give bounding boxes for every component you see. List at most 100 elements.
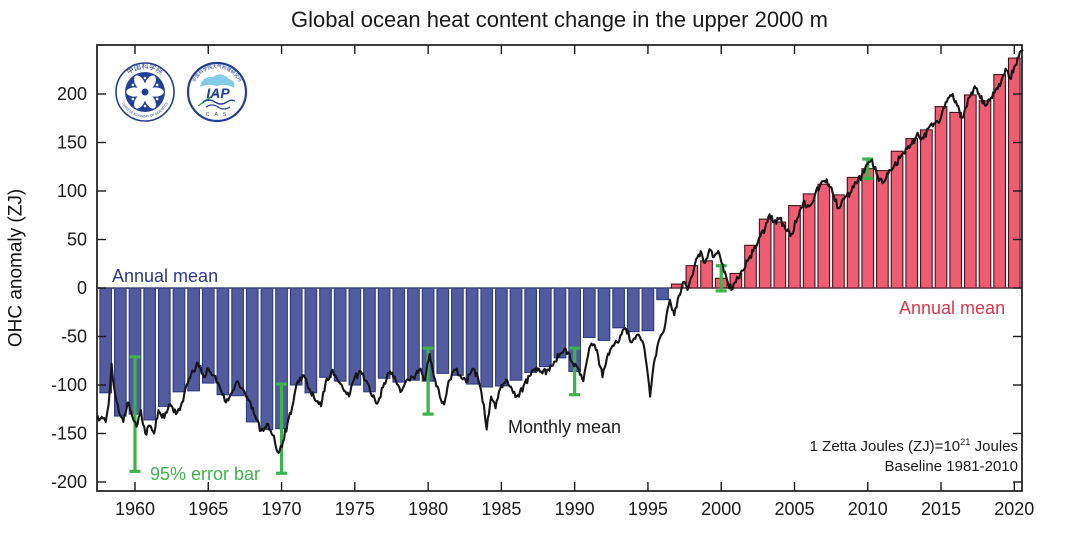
iap-main-text: IAP <box>206 85 230 101</box>
annual-mean-bar-2005 <box>788 205 801 289</box>
annual-mean-bar-2011 <box>876 170 889 289</box>
unit-note-exponent: 21 <box>960 437 971 447</box>
x-tick-label: 1985 <box>481 499 521 519</box>
annual-mean-bar-2009 <box>846 176 860 289</box>
error-bar-1990 <box>569 346 581 397</box>
annual-mean-bar-2020 <box>1007 57 1021 289</box>
x-tick-label: 2000 <box>701 499 741 519</box>
annual-mean-bar-1968 <box>245 287 259 423</box>
annual-mean-bar-1972 <box>304 287 318 394</box>
error-bar-2000 <box>715 264 727 293</box>
annual-mean-bar-1997 <box>670 283 684 289</box>
x-tick-label: 1970 <box>262 499 302 519</box>
cas-flower-petal <box>144 75 156 91</box>
iap-sub-text: C A S <box>206 112 229 118</box>
annual-mean-bar-1965 <box>201 287 215 384</box>
annual-mean-bar-1985 <box>495 287 508 387</box>
annual-mean-bar-1966 <box>216 287 230 396</box>
annual-mean-bar-2017 <box>963 94 977 289</box>
unit-note-base: 1 Zetta Joules (ZJ)=10 <box>809 438 961 455</box>
annual-mean-bar-2013 <box>905 138 919 289</box>
annual-mean-bar-1975 <box>348 287 362 386</box>
annual-mean-bar-1977 <box>377 287 391 379</box>
annual-mean-bar-2010 <box>861 168 875 289</box>
x-tick-label: 1990 <box>555 499 595 519</box>
error-bar-label: 95% error bar <box>150 464 261 484</box>
annual-mean-bar-1961 <box>143 287 157 421</box>
y-tick-label: 150 <box>57 133 87 153</box>
plot-border <box>96 44 1023 492</box>
cas-flower-petal <box>147 87 164 97</box>
error-bar-1970 <box>276 382 288 475</box>
y-tick-label: -100 <box>51 375 87 395</box>
x-tick-label: 2020 <box>994 499 1034 519</box>
x-tick-label: 2010 <box>848 499 888 519</box>
cas-flower-dot <box>143 76 147 80</box>
annual-mean-bar-1995 <box>641 287 655 332</box>
annual-mean-bar-2018 <box>978 100 992 289</box>
annual-mean-label-blue: Annual mean <box>112 266 219 286</box>
cas-flower-petal <box>144 93 156 109</box>
annual-mean-bar-1963 <box>172 287 186 393</box>
annual-mean-bar-1986 <box>509 287 523 381</box>
x-tick-label: 1995 <box>628 499 668 519</box>
annual-mean-bar-1973 <box>319 287 332 378</box>
annual-mean-bar-1984 <box>480 287 494 388</box>
y-tick-label: 100 <box>57 181 87 201</box>
annual-mean-bar-2002 <box>744 244 757 289</box>
annual-mean-bar-2006 <box>802 193 816 289</box>
error-bar-1960 <box>129 355 141 473</box>
annual-mean-bar-2019 <box>993 74 1006 289</box>
iap-wave-line-1 <box>202 99 236 105</box>
cas-flower-dot <box>155 83 159 87</box>
cas-flower-dot <box>131 83 135 87</box>
monthly-mean-line <box>96 49 1024 454</box>
annual-mean-bar-1999 <box>700 260 713 289</box>
cas-flower-petal <box>126 87 143 97</box>
annual-mean-label-red: Annual mean <box>899 298 1006 318</box>
cas-flower-dot <box>155 97 159 101</box>
monthly-mean-label: Monthly mean <box>508 417 622 437</box>
annual-mean-bar-2014 <box>920 129 933 289</box>
annual-mean-bar-1991 <box>582 287 596 339</box>
y-tick-label: 50 <box>67 230 87 250</box>
annual-mean-bar-1987 <box>524 287 538 373</box>
annual-mean-bar-1993 <box>612 287 625 329</box>
annual-mean-bar-1981 <box>436 287 450 374</box>
annual-mean-bar-2015 <box>934 106 948 289</box>
y-tick-label: -150 <box>51 424 87 444</box>
cas-flower-petal <box>134 75 146 91</box>
iap-cloud-shape <box>200 74 235 88</box>
iap-green-field-line <box>206 91 219 101</box>
annual-mean-bar-1967 <box>231 287 244 397</box>
x-tick-label: 1965 <box>188 499 228 519</box>
chart-title: Global ocean heat content change in the … <box>291 7 828 32</box>
annual-mean-bar-1962 <box>157 287 171 407</box>
x-tick-label: 1980 <box>408 499 448 519</box>
annual-mean-bar-2016 <box>949 111 963 289</box>
y-tick-label: -200 <box>51 472 87 492</box>
annual-mean-bar-2012 <box>890 150 904 289</box>
x-tick-label: 1975 <box>335 499 375 519</box>
x-tick-label: 2005 <box>774 499 814 519</box>
annual-mean-bar-2004 <box>773 221 787 289</box>
cas-flower-dot <box>143 104 147 108</box>
annual-mean-bar-1982 <box>451 287 464 376</box>
y-axis-label: OHC anomaly (ZJ) <box>5 188 27 348</box>
y-tick-label: 200 <box>57 84 87 104</box>
unit-note-tail: Joules <box>970 438 1018 455</box>
annual-mean-bar-1983 <box>465 287 479 385</box>
y-tick-label: 0 <box>77 278 87 298</box>
cas-flower-petal <box>134 93 146 109</box>
annual-mean-bar-1974 <box>333 287 347 382</box>
annual-mean-bar-1996 <box>656 287 669 301</box>
annual-mean-bar-2007 <box>817 183 831 289</box>
cas-flower-center <box>140 87 150 97</box>
annual-mean-bar-1976 <box>363 287 376 393</box>
annual-mean-bar-1994 <box>626 287 640 333</box>
x-tick-label: 1960 <box>115 499 155 519</box>
annual-mean-bar-1988 <box>538 287 552 368</box>
